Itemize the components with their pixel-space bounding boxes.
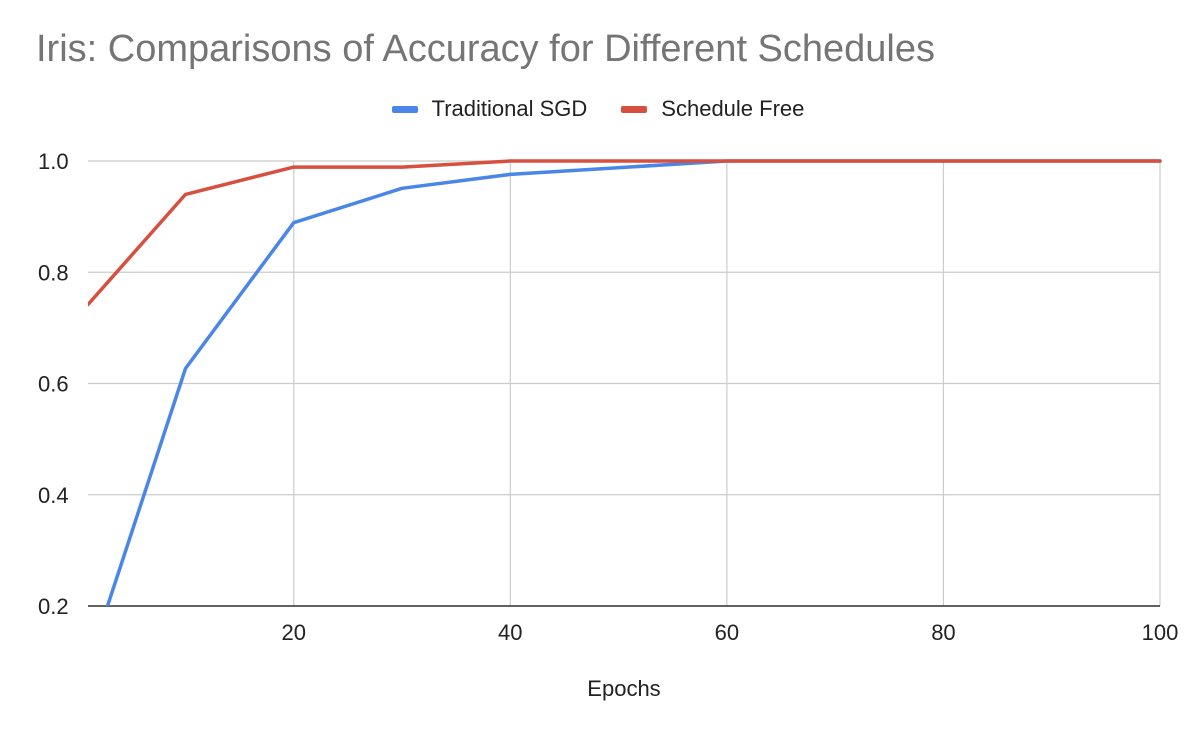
x-tick-label: 40 — [498, 620, 522, 645]
y-tick-label: 0.8 — [38, 260, 69, 285]
legend-label-schedule-free: Schedule Free — [661, 96, 805, 121]
x-tick-label: 20 — [281, 620, 305, 645]
legend-label-traditional-sgd: Traditional SGD — [431, 96, 588, 121]
chart-title: Iris: Comparisons of Accuracy for Differ… — [36, 28, 936, 70]
legend-item-traditional-sgd[interactable]: Traditional SGD — [391, 96, 588, 122]
y-tick-label: 0.4 — [38, 483, 69, 508]
x-tick-label: 60 — [715, 620, 739, 645]
legend-swatch-traditional-sgd — [391, 105, 418, 113]
x-tick-label: 100 — [1142, 620, 1179, 645]
x-axis-label: Epochs — [587, 676, 661, 701]
legend-item-schedule-free[interactable]: Schedule Free — [621, 96, 804, 122]
x-tick-label: 80 — [931, 620, 955, 645]
y-tick-label: 0.2 — [38, 594, 69, 619]
y-tick-label: 1.0 — [38, 149, 69, 174]
y-tick-label: 0.6 — [38, 372, 69, 397]
series-line-schedule-free — [88, 159, 1162, 307]
legend-swatch-schedule-free — [621, 105, 648, 113]
legend: Traditional SGD Schedule Free — [0, 96, 1196, 122]
